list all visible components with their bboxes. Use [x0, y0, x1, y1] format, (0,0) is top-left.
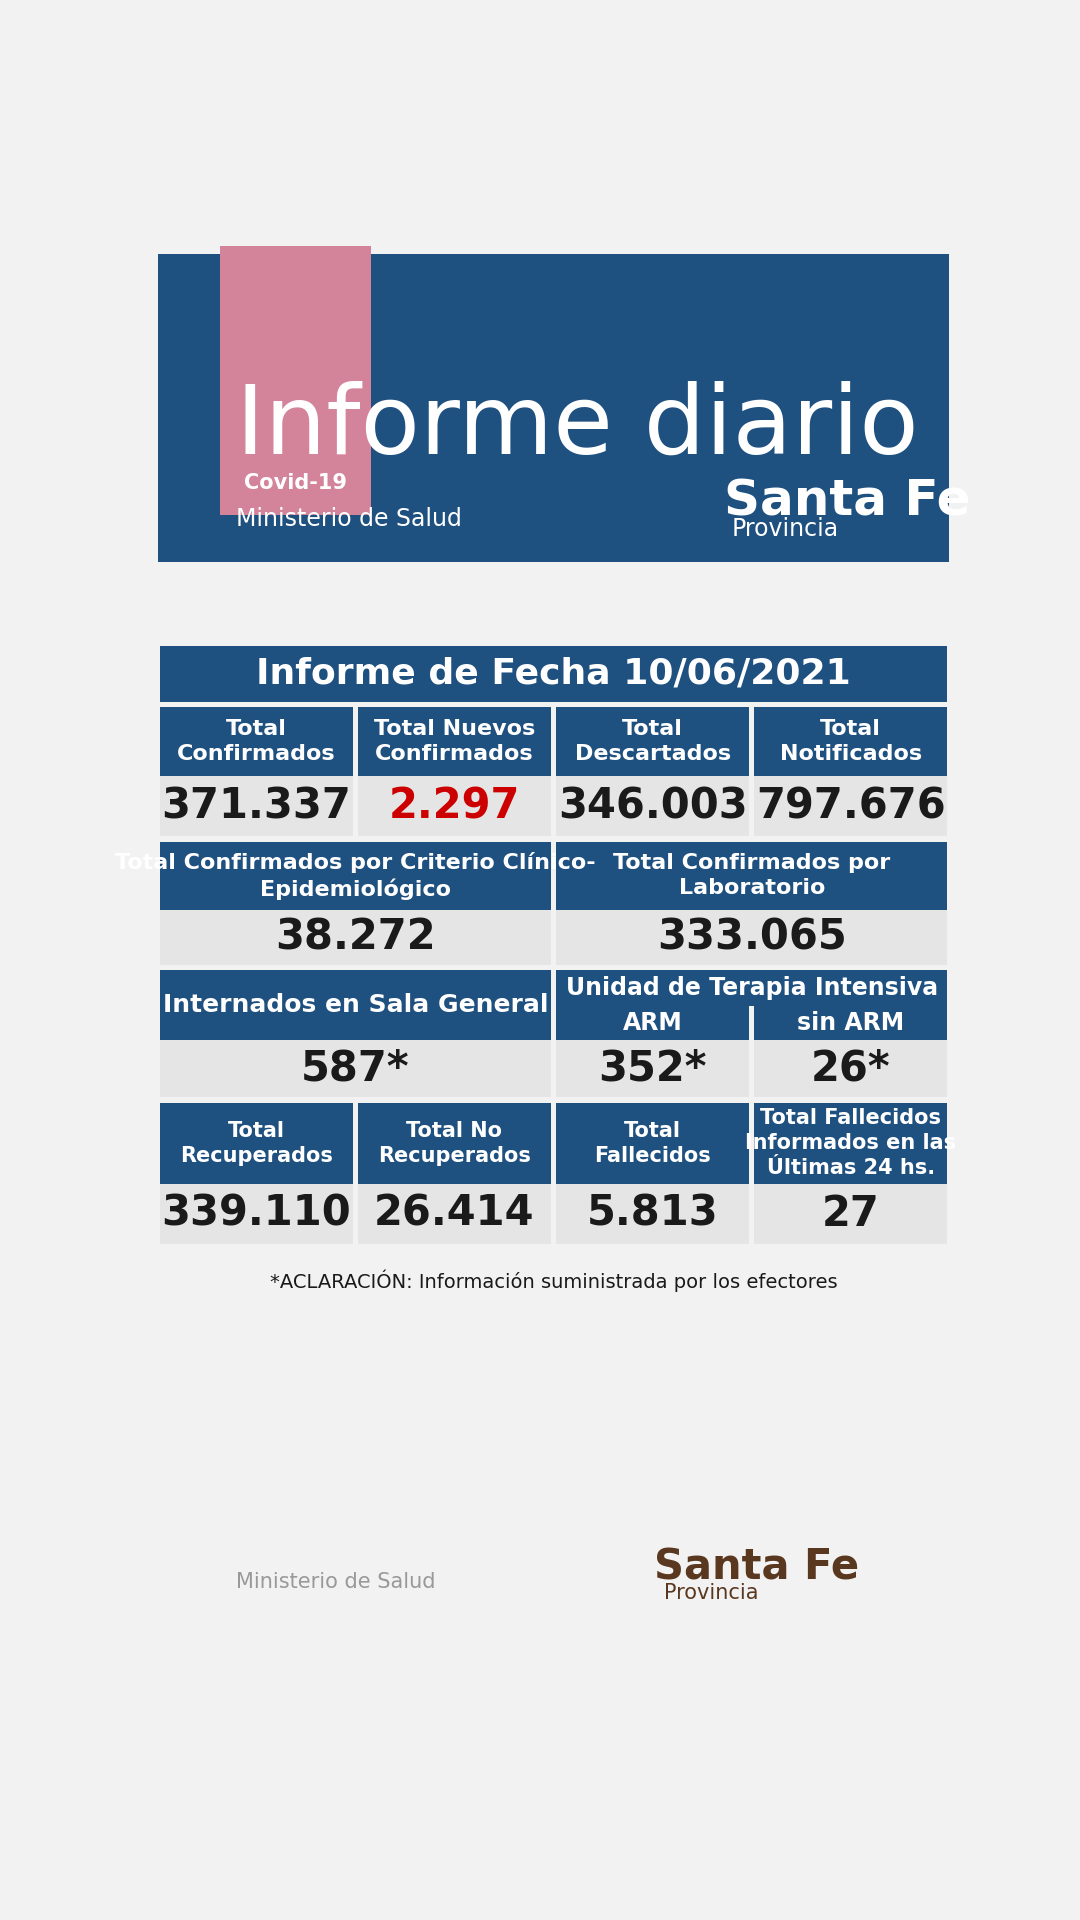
Text: Total
Notificados: Total Notificados [780, 720, 922, 764]
Text: 797.676: 797.676 [756, 785, 946, 828]
Bar [357, 707, 551, 776]
Text: sin ARM: sin ARM [797, 1010, 904, 1035]
Bar [755, 707, 947, 776]
Text: Total
Recuperados: Total Recuperados [179, 1121, 333, 1165]
Bar [160, 1039, 551, 1098]
Bar [357, 1102, 551, 1183]
Bar [755, 1039, 947, 1098]
Bar [160, 970, 551, 1039]
Text: 339.110: 339.110 [161, 1192, 351, 1235]
Bar [556, 1183, 750, 1244]
Text: Internados en Sala General: Internados en Sala General [163, 993, 548, 1018]
Text: Total
Descartados: Total Descartados [575, 720, 731, 764]
Text: Santa Fe: Santa Fe [724, 478, 971, 526]
Bar [755, 1102, 947, 1183]
Text: 333.065: 333.065 [657, 916, 847, 958]
Text: Provincia: Provincia [732, 516, 839, 541]
Bar [556, 707, 750, 776]
Text: Total Confirmados por
Laboratorio: Total Confirmados por Laboratorio [613, 852, 890, 899]
Bar [755, 1006, 947, 1039]
Bar [160, 707, 352, 776]
Bar [160, 647, 947, 701]
Text: 5.813: 5.813 [586, 1192, 718, 1235]
Text: 587*: 587* [301, 1048, 409, 1089]
Text: Ministerio de Salud: Ministerio de Salud [235, 1572, 435, 1592]
Bar [556, 1039, 750, 1098]
Text: Informe de Fecha 10/06/2021: Informe de Fecha 10/06/2021 [256, 657, 851, 691]
Bar [556, 776, 750, 837]
Bar [755, 1183, 947, 1244]
Text: 26*: 26* [811, 1048, 891, 1089]
Text: ARM: ARM [623, 1010, 683, 1035]
Bar [357, 776, 551, 837]
Text: 2.297: 2.297 [389, 785, 521, 828]
Text: 346.003: 346.003 [557, 785, 747, 828]
Bar [160, 1102, 352, 1183]
Bar [159, 253, 948, 561]
Text: Unidad de Terapia Intensiva: Unidad de Terapia Intensiva [566, 975, 937, 1000]
Bar [160, 1183, 352, 1244]
Bar [556, 841, 947, 910]
Bar [556, 1102, 750, 1183]
Text: Total
Confirmados: Total Confirmados [177, 720, 336, 764]
Text: Covid-19: Covid-19 [244, 472, 348, 493]
Text: Total Confirmados por Criterio Clínico-
Epidemiológico: Total Confirmados por Criterio Clínico- … [114, 852, 595, 900]
Text: 371.337: 371.337 [161, 785, 351, 828]
Bar [160, 776, 352, 837]
Text: Total
Fallecidos: Total Fallecidos [594, 1121, 711, 1165]
Text: Total Fallecidos
Informados en las
Últimas 24 hs.: Total Fallecidos Informados en las Últim… [745, 1108, 957, 1179]
Bar [556, 910, 947, 966]
Text: Santa Fe: Santa Fe [654, 1548, 860, 1590]
Text: 27: 27 [822, 1192, 880, 1235]
Bar [556, 1006, 750, 1039]
Text: Informe diario: Informe diario [235, 380, 918, 472]
Text: *ACLARACIÓN: Información suministrada por los efectores: *ACLARACIÓN: Información suministrada po… [270, 1269, 837, 1292]
Text: 352*: 352* [598, 1048, 706, 1089]
Bar [160, 841, 551, 910]
Text: Total No
Recuperados: Total No Recuperados [378, 1121, 531, 1165]
Text: 38.272: 38.272 [275, 916, 435, 958]
Text: Total Nuevos
Confirmados: Total Nuevos Confirmados [374, 720, 535, 764]
Bar [357, 1183, 551, 1244]
Bar [556, 970, 947, 1006]
Text: Provincia: Provincia [663, 1582, 758, 1603]
Bar [160, 910, 551, 966]
Text: 26.414: 26.414 [374, 1192, 535, 1235]
Text: Ministerio de Salud: Ministerio de Salud [235, 507, 461, 532]
Bar [220, 246, 372, 515]
Bar [755, 776, 947, 837]
